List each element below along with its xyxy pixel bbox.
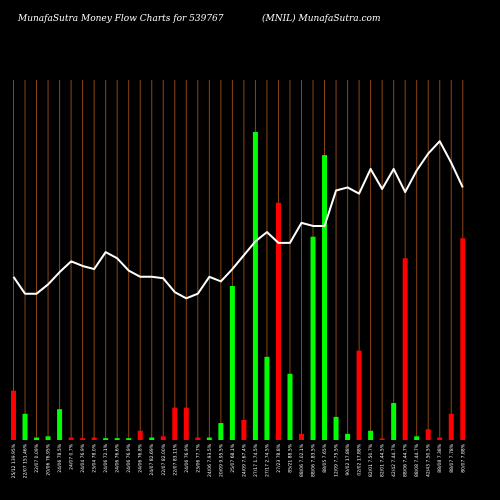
flow-bar [195,437,201,440]
x-tick-label: 20/06 76.95% [46,443,52,475]
x-tick-label: 25/12 139.95% [11,443,17,478]
flow-bar [45,436,51,440]
flow-bar [114,438,120,440]
flow-bar [356,350,362,440]
x-tick-label: 24/07 82.69% [149,443,155,475]
flow-bar [149,437,155,440]
x-tick-label: 27/17 2.74.5% [264,443,270,477]
x-tick-label: 88/06 7.44.7% [403,443,409,477]
x-tick-label: 88/05 7.65% [322,443,328,472]
flow-bar [80,438,86,440]
flow-bar [160,436,166,440]
flow-bar [275,202,281,440]
flow-bar [287,373,293,440]
flow-bar [229,286,235,440]
flow-bar [333,416,339,440]
x-tick-label: 22/07 83.11% [172,443,178,475]
flow-bar [379,438,385,440]
x-tick-label: 24/06 76.6% [115,443,121,472]
x-tick-label: 24/07 0.7% [69,443,75,470]
x-tick-label: 88/06 7.83.5% [311,443,317,477]
flow-bar [68,437,74,440]
flow-bar [206,437,212,440]
flow-bar [103,438,109,440]
flow-bar [425,429,431,440]
flow-bar [368,430,374,440]
x-tick-label: 88/08 7.38% [437,443,443,472]
flow-bar [22,413,28,440]
flow-bar [126,438,132,440]
x-tick-label: 12/09 7.75.5% [334,443,340,477]
flow-bar [414,436,420,440]
chart-header-left: MunafaSutra Money Flow Charts for 539767 [18,14,224,24]
x-tick-label: 90/02 17.88% [345,443,351,475]
x-tick-label: 88/08 7.44.7% [414,443,420,477]
flow-bar [322,155,328,440]
x-tick-label: 24/06 76.8% [138,443,144,472]
flow-bar [448,413,454,440]
flow-bar [402,258,408,440]
x-tick-label: 27/17 1.74.5% [253,443,259,477]
x-tick-label: 24/06 78.5% [57,443,63,472]
x-tick-label: 85/21 88.5% [287,443,293,472]
chart-header-right: (MNIL) MunafaSutra.com [262,14,381,24]
flow-bar [91,437,97,440]
flow-bar [391,403,397,440]
flow-bar [252,132,258,440]
flow-bar [218,423,224,440]
x-tick-label: 22/07 0.09% [34,443,40,472]
x-tick-label: 24/06 76.9% [126,443,132,472]
x-tick-label: 02/02 17.88% [357,443,363,475]
x-tick-label: 27/23 78.8% [276,443,282,472]
flow-bar [183,407,189,440]
x-tick-label: 20/09 9.95.5% [218,443,224,477]
x-tick-label: 42/42 7.44.7% [391,443,397,477]
flow-bar [11,390,16,440]
price-line [12,140,464,300]
x-tick-label: 22/07 151.46% [23,443,29,478]
flow-bar [34,437,40,440]
x-tick-label: 24/06 72.1% [103,443,109,472]
x-tick-label: 25/07 68.1% [230,443,236,472]
flow-bar [57,409,63,440]
x-tick-label: 82/01 7.50.7% [368,443,374,477]
flow-bar [437,437,443,440]
x-tick-label: 80/07 7.88% [460,443,466,472]
x-tick-label: 24/06 7.93.5% [207,443,213,477]
x-tick-label: 42/43 7.50.5% [426,443,432,477]
flow-bar [172,407,178,440]
x-tick-label: 22/07 82.00% [161,443,167,475]
x-tick-label: 23/04 78.0% [92,443,98,472]
x-tick-label: 82/01 7.44.5% [380,443,386,477]
x-tick-label: 24/06 76.9% [184,443,190,472]
x-tick-label: 88/07 7.78% [449,443,455,472]
x-tick-label: 88/06 7.02.1% [299,443,305,477]
x-tick-label: 23/06 77.7% [195,443,201,472]
flow-bar [310,236,316,440]
flow-bar [264,356,270,440]
flow-bar [241,419,247,440]
flow-bar [299,433,304,440]
x-tick-label: 24/09 7.67.4% [241,443,247,477]
flow-bar [137,430,143,440]
flow-bar [460,238,466,440]
flow-bar [345,433,351,440]
x-tick-label: 24/04 76.9% [80,443,86,472]
